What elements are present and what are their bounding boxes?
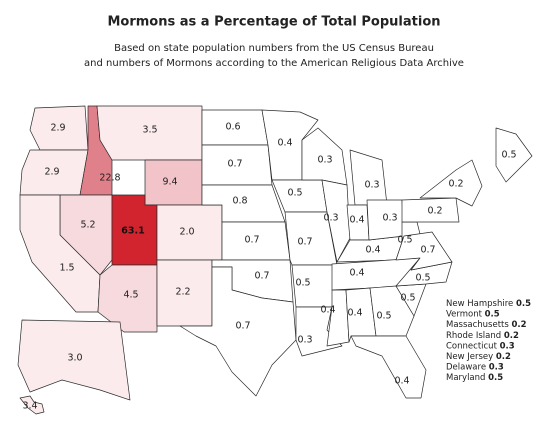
state-value: 9.4 (162, 177, 177, 188)
small-state-value: 0.2 (496, 352, 511, 362)
small-state-entry: Connecticut 0.3 (446, 341, 515, 351)
state-value: 3.5 (142, 125, 157, 136)
small-state-name: Connecticut (446, 341, 498, 351)
state-value: 0.3 (297, 335, 312, 346)
map-subtitle: and numbers of Mormons according to the … (84, 58, 464, 69)
states (17, 105, 533, 415)
state-value: 0.5 (376, 311, 391, 322)
small-state-value: 0.2 (512, 320, 527, 330)
state-value: 2.9 (44, 167, 59, 178)
small-state-value: 0.2 (504, 330, 519, 340)
state-value: 0.7 (235, 321, 250, 332)
map-title: Mormons as a Percentage of Total Populat… (107, 15, 440, 30)
small-state-value: 0.5 (516, 299, 531, 309)
small-state-name: Rhode Island (446, 330, 501, 340)
small-state-name: New Jersey (446, 352, 493, 362)
state (321, 179, 351, 263)
small-state-entry: New Hampshire 0.5 (446, 299, 531, 309)
state (326, 289, 350, 347)
small-state-entry: Delaware 0.3 (446, 362, 504, 372)
state-value: 0.3 (364, 180, 379, 191)
state-value: 0.2 (448, 179, 463, 190)
state-value: 0.4 (349, 268, 364, 279)
state-value: 0.5 (400, 293, 415, 304)
state-value: 0.3 (382, 213, 397, 224)
state-value: 0.4 (365, 245, 380, 256)
small-state-name: Vermont (446, 309, 483, 319)
state (349, 149, 388, 206)
small-state-entry: Vermont 0.5 (446, 309, 500, 319)
small-state-value: 0.3 (500, 341, 515, 351)
state-value: 3.0 (67, 353, 82, 364)
state-value: 0.4 (320, 305, 335, 316)
small-state-name: New Hampshire (446, 299, 513, 309)
state (19, 395, 45, 415)
state (401, 197, 460, 223)
small-state-entry: Maryland 0.5 (446, 373, 503, 383)
state (395, 231, 453, 271)
state-value: 0.4 (347, 308, 362, 319)
state-value: 0.3 (323, 213, 338, 224)
state (17, 319, 131, 401)
state-value: 63.1 (121, 226, 144, 237)
state-value: 2.2 (175, 287, 190, 298)
state-value: 0.6 (225, 122, 240, 133)
small-state-name: Delaware (446, 362, 486, 372)
state-labels: 2.9 2.9 22.8 3.5 9.4 5.2 63.1 2.0 1.5 4.5 2.2 3.0 3.… (22, 122, 516, 412)
state (419, 159, 483, 207)
small-state-value: 0.3 (489, 362, 504, 372)
state-value: 0.5 (397, 235, 412, 246)
state-value: 0.7 (297, 237, 312, 248)
small-state-value: 0.5 (488, 373, 503, 383)
small-state-entry: Massachusetts 0.2 (446, 320, 527, 330)
state-value: 3.4 (22, 401, 37, 412)
small-state-name: Massachusetts (446, 320, 509, 330)
state-value: 2.9 (50, 123, 65, 134)
state-value: 0.7 (420, 245, 435, 256)
state-value: 0.5 (287, 188, 302, 199)
state-value: 0.7 (227, 159, 242, 170)
state-value: 0.2 (427, 206, 442, 217)
state-value: 0.7 (244, 235, 259, 246)
state-value: 1.5 (59, 263, 74, 274)
state-value: 4.5 (123, 290, 138, 301)
state-value: 0.5 (501, 150, 516, 161)
state (350, 335, 427, 399)
state (495, 127, 533, 183)
small-state-name: Maryland (446, 373, 485, 383)
state-value: 0.8 (232, 196, 247, 207)
state-value: 0.4 (394, 376, 409, 387)
small-state-entry: Rhode Island 0.2 (446, 330, 519, 340)
state-value: 0.3 (317, 155, 332, 166)
map-subtitle: Based on state population numbers from t… (114, 43, 434, 54)
small-state-value: 0.5 (485, 309, 500, 319)
state-value: 0.5 (415, 273, 430, 284)
state-value: 0.4 (277, 138, 292, 149)
small-state-entry: New Jersey 0.2 (446, 352, 511, 362)
state-value: 0.5 (295, 278, 310, 289)
state (369, 285, 415, 337)
state-value: 2.0 (179, 227, 194, 238)
state-value: 0.7 (254, 271, 269, 282)
state-value: 22.8 (99, 173, 120, 184)
state (179, 266, 297, 397)
state-value: 5.2 (80, 220, 95, 231)
state-value: 0.4 (349, 215, 364, 226)
